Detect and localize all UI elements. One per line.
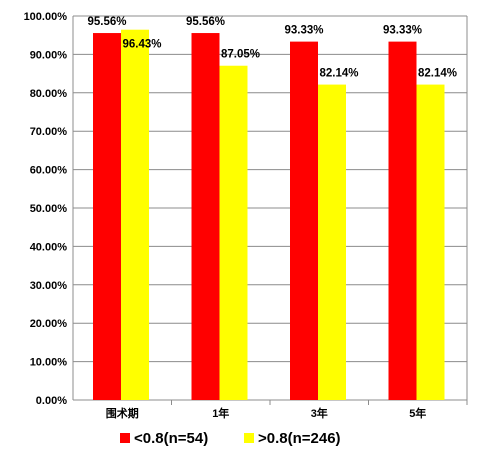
data-label: 95.56% [186,16,225,28]
bar-red [290,41,318,401]
bar-yellow [121,29,149,400]
bar-yellow [416,84,445,400]
y-tick-label: 70.00% [30,126,68,138]
data-label: 82.14% [319,68,358,80]
data-label: 87.05% [221,49,260,61]
y-tick-label: 50.00% [30,203,68,215]
y-tick-label: 40.00% [30,241,68,253]
x-tick-label: 1年 [212,406,229,420]
x-tick-label: 围术期 [106,406,139,420]
bar-red [93,33,121,401]
data-label: 95.56% [87,16,126,28]
y-tick-label: 0.00% [36,395,67,407]
bar-red [191,33,220,401]
y-tick-label: 80.00% [30,88,68,100]
y-tick-label: 60.00% [30,165,68,177]
legend-label: >0.8(n=246) [258,430,341,447]
legend-label: <0.8(n=54) [134,430,208,447]
data-label: 82.14% [418,68,457,80]
data-label: 93.33% [383,25,422,37]
legend-swatch [244,433,254,443]
y-tick-label: 10.00% [30,357,68,369]
x-tick-label: 5年 [409,406,426,420]
bar-yellow [219,65,248,400]
y-tick-label: 20.00% [30,318,68,330]
bar-red [388,41,417,401]
y-tick-label: 90.00% [30,49,68,61]
data-label: 96.43% [122,39,161,51]
data-label: 93.33% [284,25,323,37]
y-tick-label: 30.00% [30,280,68,292]
y-tick-label: 100.00% [24,11,68,23]
legend-swatch [120,433,130,443]
x-tick-label: 3年 [311,406,328,420]
bar-yellow [318,84,346,400]
